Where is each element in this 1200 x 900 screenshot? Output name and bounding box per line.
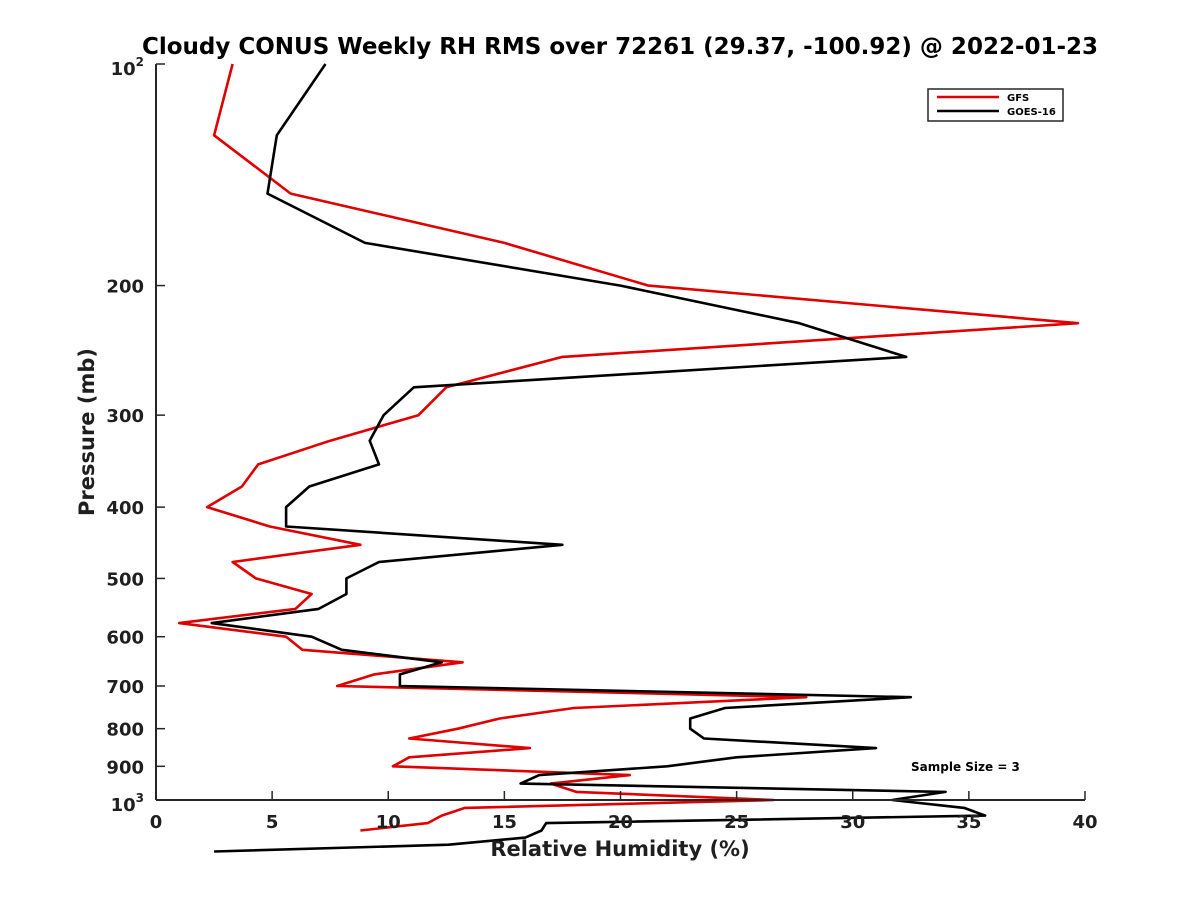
- x-axis-label: Relative Humidity (%): [490, 837, 749, 861]
- y-ticks: 102 200 300 400 500 600 700 800 900 103: [106, 55, 165, 816]
- x-tick-label: 25: [724, 812, 749, 833]
- legend-label-gfs: GFS: [1007, 93, 1029, 104]
- x-tick-label: 40: [1072, 812, 1097, 833]
- x-tick-label: 15: [492, 812, 517, 833]
- plot-lines: [177, 63, 1080, 853]
- x-tick-label: 35: [956, 812, 981, 833]
- y-tick-label: 500: [106, 569, 144, 590]
- y-tick-label: 103: [111, 791, 144, 816]
- legend-box: [927, 88, 1064, 122]
- sample-size-annotation: Sample Size = 3: [911, 760, 1020, 774]
- y-tick-label: 700: [106, 677, 144, 698]
- y-tick-label: 102: [111, 55, 144, 80]
- y-tick-label: 300: [106, 406, 144, 427]
- y-tick-label: 600: [106, 628, 144, 649]
- x-tick-label: 10: [376, 812, 401, 833]
- x-ticks: 0 5 10 15 20 25 30 35 40: [150, 791, 1098, 833]
- legend: GFS GOES-16: [927, 88, 1064, 122]
- y-tick-label: 800: [106, 720, 144, 741]
- x-tick-label: 5: [266, 812, 279, 833]
- x-tick-label: 0: [150, 812, 163, 833]
- series-line-gfs: [177, 63, 1080, 832]
- y-axis-label: Pressure (mb): [75, 348, 99, 516]
- y-tick-label: 200: [106, 277, 144, 298]
- x-tick-label: 20: [608, 812, 633, 833]
- y-tick-label: 400: [106, 498, 144, 519]
- x-tick-label: 30: [840, 812, 865, 833]
- series-line-goes-16: [210, 63, 987, 853]
- y-tick-label: 900: [106, 757, 144, 778]
- legend-label-goes16: GOES-16: [1007, 107, 1056, 118]
- chart-title: Cloudy CONUS Weekly RH RMS over 72261 (2…: [142, 34, 1098, 60]
